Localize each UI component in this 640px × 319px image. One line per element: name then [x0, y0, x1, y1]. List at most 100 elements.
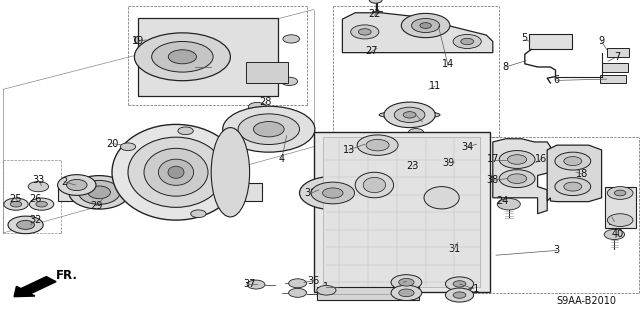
Circle shape: [168, 50, 196, 64]
Text: 7: 7: [614, 52, 621, 63]
FancyArrow shape: [14, 277, 56, 297]
Text: S9AA-B2010: S9AA-B2010: [557, 296, 617, 307]
Circle shape: [178, 127, 193, 135]
Ellipse shape: [69, 175, 129, 209]
Circle shape: [191, 210, 206, 218]
Circle shape: [508, 174, 527, 183]
Circle shape: [499, 151, 535, 168]
Circle shape: [134, 33, 230, 81]
Circle shape: [238, 114, 300, 145]
Bar: [607, 48, 629, 57]
Polygon shape: [342, 13, 493, 53]
Circle shape: [420, 23, 431, 28]
Ellipse shape: [28, 182, 49, 192]
Ellipse shape: [29, 198, 54, 210]
Ellipse shape: [355, 172, 394, 198]
Circle shape: [555, 152, 591, 170]
Circle shape: [369, 0, 382, 3]
Text: 3: 3: [554, 245, 560, 256]
Bar: [323, 137, 480, 287]
Circle shape: [247, 280, 265, 289]
Circle shape: [358, 29, 371, 35]
Ellipse shape: [424, 187, 460, 209]
Circle shape: [499, 170, 535, 188]
Circle shape: [366, 139, 389, 151]
Bar: [317, 287, 419, 300]
Text: 5: 5: [522, 33, 528, 43]
Circle shape: [399, 278, 414, 286]
Text: 39: 39: [442, 158, 454, 168]
Text: 25: 25: [10, 194, 22, 204]
Circle shape: [607, 214, 633, 226]
Text: 2: 2: [61, 177, 67, 187]
Circle shape: [289, 288, 307, 297]
Circle shape: [461, 38, 474, 45]
Circle shape: [438, 158, 456, 167]
Text: 36: 36: [307, 276, 320, 286]
Circle shape: [300, 176, 366, 210]
Circle shape: [394, 107, 425, 122]
Bar: [138, 18, 278, 96]
Ellipse shape: [211, 128, 250, 217]
Circle shape: [445, 277, 474, 291]
Text: 8: 8: [502, 62, 509, 72]
Circle shape: [253, 122, 284, 137]
Text: 1: 1: [323, 282, 330, 292]
Circle shape: [412, 19, 440, 33]
Text: 4: 4: [278, 154, 285, 165]
Ellipse shape: [128, 137, 224, 207]
Circle shape: [614, 190, 626, 196]
Ellipse shape: [112, 124, 240, 220]
Circle shape: [564, 182, 582, 191]
Circle shape: [152, 41, 213, 72]
Text: 10: 10: [189, 62, 202, 72]
Circle shape: [248, 102, 266, 111]
Text: 17: 17: [486, 154, 499, 165]
Circle shape: [468, 141, 486, 150]
Text: 34: 34: [461, 142, 474, 152]
Circle shape: [351, 25, 379, 39]
Ellipse shape: [172, 147, 206, 197]
Text: 33: 33: [32, 175, 45, 185]
Text: 26: 26: [29, 194, 42, 204]
Bar: [602, 63, 628, 72]
Circle shape: [508, 155, 527, 164]
Bar: [605, 187, 636, 228]
Ellipse shape: [159, 159, 193, 185]
Circle shape: [408, 129, 424, 136]
Bar: [246, 62, 288, 83]
Ellipse shape: [8, 216, 44, 234]
Text: 19: 19: [131, 36, 144, 47]
Text: 16: 16: [534, 154, 547, 165]
Text: 22: 22: [368, 9, 381, 19]
Text: 31: 31: [448, 244, 461, 254]
Ellipse shape: [67, 179, 87, 191]
Ellipse shape: [36, 201, 47, 207]
Polygon shape: [547, 145, 602, 202]
Text: 13: 13: [342, 145, 355, 155]
Text: 21: 21: [467, 284, 480, 294]
Ellipse shape: [17, 220, 35, 229]
Ellipse shape: [173, 151, 204, 194]
Text: 18: 18: [576, 169, 589, 179]
Circle shape: [134, 35, 154, 45]
Circle shape: [323, 188, 343, 198]
Text: 12: 12: [416, 116, 429, 126]
Circle shape: [317, 286, 336, 295]
Ellipse shape: [351, 142, 404, 149]
Text: 23: 23: [406, 161, 419, 171]
Text: 6: 6: [554, 75, 560, 85]
Text: 32: 32: [29, 215, 42, 225]
Ellipse shape: [4, 198, 28, 210]
Circle shape: [223, 106, 315, 152]
Bar: [529, 34, 572, 49]
Circle shape: [384, 102, 435, 128]
Text: 38: 38: [486, 175, 499, 185]
Text: 37: 37: [243, 279, 256, 289]
Text: 27: 27: [365, 46, 378, 56]
Circle shape: [330, 285, 342, 291]
Circle shape: [607, 187, 633, 199]
Text: 29: 29: [90, 201, 102, 211]
Circle shape: [564, 157, 582, 166]
Circle shape: [403, 112, 416, 118]
